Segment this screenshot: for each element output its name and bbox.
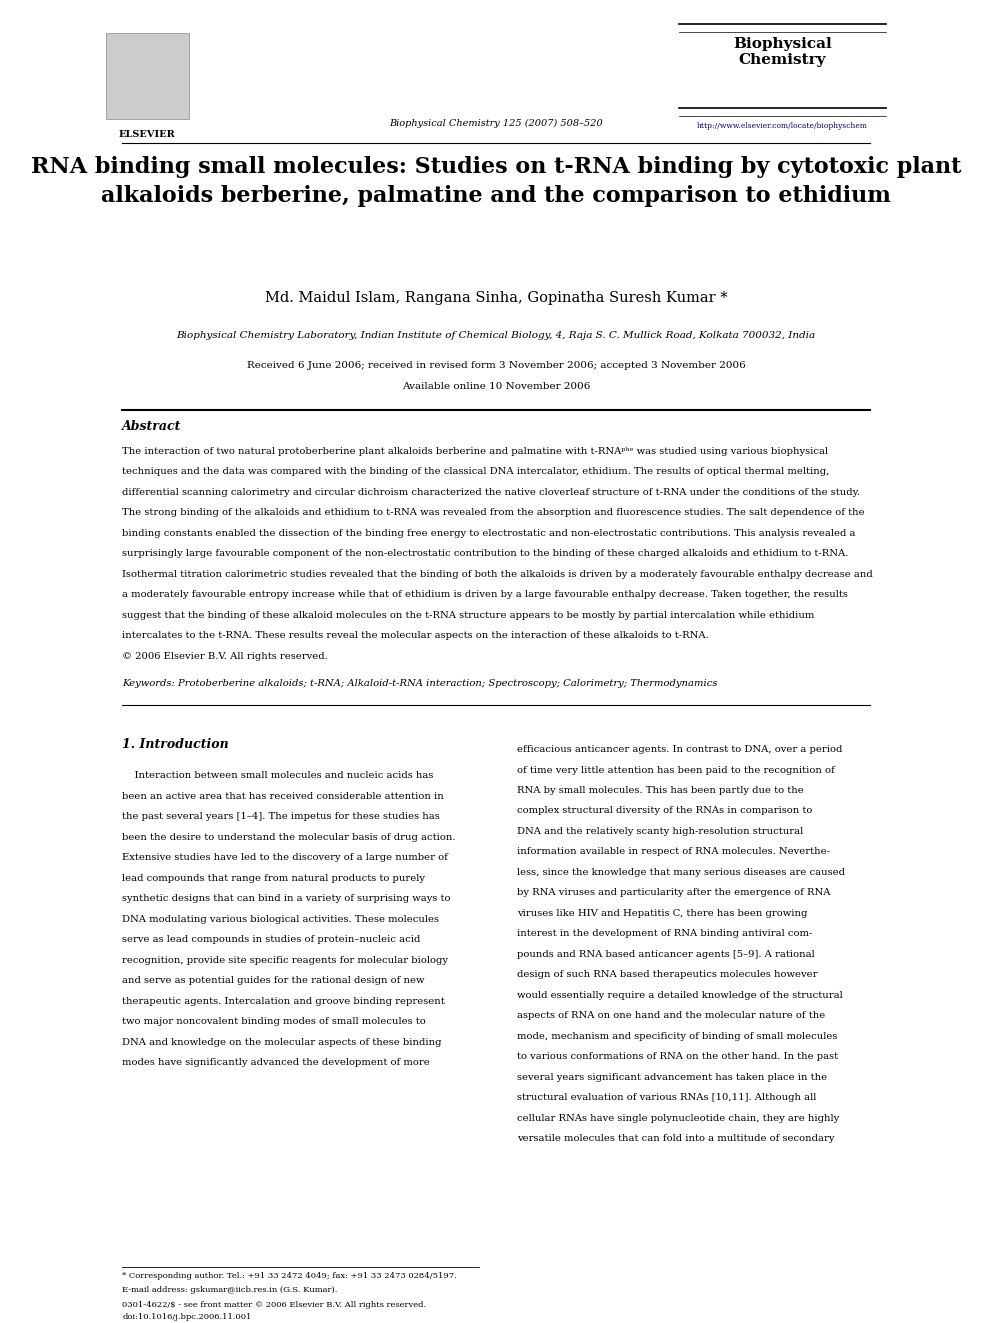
Text: differential scanning calorimetry and circular dichroism characterized the nativ: differential scanning calorimetry and ci… [122,488,860,497]
Text: 1. Introduction: 1. Introduction [122,738,229,751]
Text: two major noncovalent binding modes of small molecules to: two major noncovalent binding modes of s… [122,1017,426,1027]
Text: © 2006 Elsevier B.V. All rights reserved.: © 2006 Elsevier B.V. All rights reserved… [122,652,328,660]
Text: several years significant advancement has taken place in the: several years significant advancement ha… [517,1073,827,1082]
Text: ELSEVIER: ELSEVIER [119,130,176,139]
Text: Biophysical Chemistry 125 (2007) 508–520: Biophysical Chemistry 125 (2007) 508–520 [389,119,603,128]
Text: lead compounds that range from natural products to purely: lead compounds that range from natural p… [122,875,426,882]
Text: would essentially require a detailed knowledge of the structural: would essentially require a detailed kno… [517,991,842,1000]
Text: versatile molecules that can fold into a multitude of secondary: versatile molecules that can fold into a… [517,1134,834,1143]
Text: structural evaluation of various RNAs [10,11]. Although all: structural evaluation of various RNAs [1… [517,1093,816,1102]
Text: Biophysical
Chemistry: Biophysical Chemistry [733,37,832,67]
Text: of time very little attention has been paid to the recognition of: of time very little attention has been p… [517,766,834,774]
Text: the past several years [1–4]. The impetus for these studies has: the past several years [1–4]. The impetu… [122,812,440,822]
Text: suggest that the binding of these alkaloid molecules on the t-RNA structure appe: suggest that the binding of these alkalo… [122,611,814,619]
Text: been the desire to understand the molecular basis of drug action.: been the desire to understand the molecu… [122,833,455,841]
Text: less, since the knowledge that many serious diseases are caused: less, since the knowledge that many seri… [517,868,845,877]
Text: Extensive studies have led to the discovery of a large number of: Extensive studies have led to the discov… [122,853,448,863]
Text: viruses like HIV and Hepatitis C, there has been growing: viruses like HIV and Hepatitis C, there … [517,909,807,918]
Text: Abstract: Abstract [122,421,182,434]
Text: complex structural diversity of the RNAs in comparison to: complex structural diversity of the RNAs… [517,807,812,815]
Text: serve as lead compounds in studies of protein–nucleic acid: serve as lead compounds in studies of pr… [122,935,421,945]
Text: mode, mechanism and specificity of binding of small molecules: mode, mechanism and specificity of bindi… [517,1032,837,1041]
Text: synthetic designs that can bind in a variety of surprising ways to: synthetic designs that can bind in a var… [122,894,450,904]
Text: Md. Maidul Islam, Rangana Sinha, Gopinatha Suresh Kumar *: Md. Maidul Islam, Rangana Sinha, Gopinat… [265,291,727,304]
Text: recognition, provide site specific reagents for molecular biology: recognition, provide site specific reage… [122,957,448,964]
Text: http://www.elsevier.com/locate/biophyschem: http://www.elsevier.com/locate/biophysch… [697,122,868,130]
Text: Isothermal titration calorimetric studies revealed that the binding of both the : Isothermal titration calorimetric studie… [122,570,873,579]
Text: design of such RNA based therapeutics molecules however: design of such RNA based therapeutics mo… [517,971,817,979]
Text: DNA and knowledge on the molecular aspects of these binding: DNA and knowledge on the molecular aspec… [122,1037,441,1046]
Text: 0301-4622/$ - see front matter © 2006 Elsevier B.V. All rights reserved.: 0301-4622/$ - see front matter © 2006 El… [122,1301,427,1308]
Text: Interaction between small molecules and nucleic acids has: Interaction between small molecules and … [122,771,434,781]
Text: E-mail address: gskumar@iicb.res.in (G.S. Kumar).: E-mail address: gskumar@iicb.res.in (G.S… [122,1286,337,1294]
Text: DNA and the relatively scanty high-resolution structural: DNA and the relatively scanty high-resol… [517,827,803,836]
Text: a moderately favourable entropy increase while that of ethidium is driven by a l: a moderately favourable entropy increase… [122,590,848,599]
Text: doi:10.1016/j.bpc.2006.11.001: doi:10.1016/j.bpc.2006.11.001 [122,1312,252,1320]
Text: pounds and RNA based anticancer agents [5–9]. A rational: pounds and RNA based anticancer agents [… [517,950,814,959]
Text: Available online 10 November 2006: Available online 10 November 2006 [402,382,590,392]
Text: and serve as potential guides for the rational design of new: and serve as potential guides for the ra… [122,976,425,986]
Text: by RNA viruses and particularity after the emergence of RNA: by RNA viruses and particularity after t… [517,889,830,897]
Text: modes have significantly advanced the development of more: modes have significantly advanced the de… [122,1058,431,1068]
Text: information available in respect of RNA molecules. Neverthe-: information available in respect of RNA … [517,848,829,856]
Text: techniques and the data was compared with the binding of the classical DNA inter: techniques and the data was compared wit… [122,467,829,476]
Text: The interaction of two natural protoberberine plant alkaloids berberine and palm: The interaction of two natural protoberb… [122,447,828,456]
Text: DNA modulating various biological activities. These molecules: DNA modulating various biological activi… [122,916,439,923]
FancyBboxPatch shape [106,33,188,119]
Text: therapeutic agents. Intercalation and groove binding represent: therapeutic agents. Intercalation and gr… [122,998,445,1005]
Text: interest in the development of RNA binding antiviral com-: interest in the development of RNA bindi… [517,930,812,938]
Text: surprisingly large favourable component of the non-electrostatic contribution to: surprisingly large favourable component … [122,549,849,558]
Text: efficacious anticancer agents. In contrast to DNA, over a period: efficacious anticancer agents. In contra… [517,745,842,754]
Text: intercalates to the t-RNA. These results reveal the molecular aspects on the int: intercalates to the t-RNA. These results… [122,631,709,640]
Text: * Corresponding author. Tel.: +91 33 2472 4049; fax: +91 33 2473 0284/5197.: * Corresponding author. Tel.: +91 33 247… [122,1271,457,1279]
Text: Biophysical Chemistry Laboratory, Indian Institute of Chemical Biology, 4, Raja : Biophysical Chemistry Laboratory, Indian… [177,331,815,340]
Text: Keywords: Protoberberine alkaloids; t-RNA; Alkaloid-t-RNA interaction; Spectrosc: Keywords: Protoberberine alkaloids; t-RN… [122,679,718,688]
Text: to various conformations of RNA on the other hand. In the past: to various conformations of RNA on the o… [517,1052,838,1061]
Text: binding constants enabled the dissection of the binding free energy to electrost: binding constants enabled the dissection… [122,529,856,538]
Text: RNA binding small molecules: Studies on t-RNA binding by cytotoxic plant
alkaloi: RNA binding small molecules: Studies on … [31,156,961,206]
Text: The strong binding of the alkaloids and ethidium to t-RNA was revealed from the : The strong binding of the alkaloids and … [122,508,865,517]
Text: RNA by small molecules. This has been partly due to the: RNA by small molecules. This has been pa… [517,786,804,795]
Text: cellular RNAs have single polynucleotide chain, they are highly: cellular RNAs have single polynucleotide… [517,1114,839,1123]
Text: Received 6 June 2006; received in revised form 3 November 2006; accepted 3 Novem: Received 6 June 2006; received in revise… [247,361,745,370]
Text: aspects of RNA on one hand and the molecular nature of the: aspects of RNA on one hand and the molec… [517,1011,825,1020]
Text: been an active area that has received considerable attention in: been an active area that has received co… [122,792,444,800]
